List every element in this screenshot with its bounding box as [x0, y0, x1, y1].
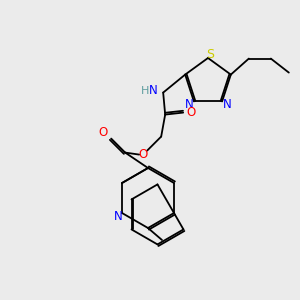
Text: H: H [141, 85, 149, 96]
Text: O: O [139, 148, 148, 161]
Text: S: S [206, 47, 214, 61]
Text: O: O [98, 126, 108, 139]
Text: N: N [184, 98, 193, 111]
Text: O: O [187, 106, 196, 119]
Text: N: N [149, 84, 158, 97]
Text: N: N [223, 98, 232, 111]
Text: N: N [114, 209, 122, 223]
